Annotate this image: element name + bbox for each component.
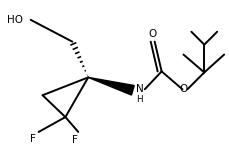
Text: F: F [72, 135, 78, 145]
Polygon shape [88, 77, 134, 95]
Text: F: F [30, 134, 35, 144]
Text: H: H [136, 95, 142, 104]
Text: O: O [148, 29, 156, 39]
Text: HO: HO [7, 15, 23, 25]
Text: O: O [179, 84, 187, 94]
Text: N: N [135, 84, 143, 94]
